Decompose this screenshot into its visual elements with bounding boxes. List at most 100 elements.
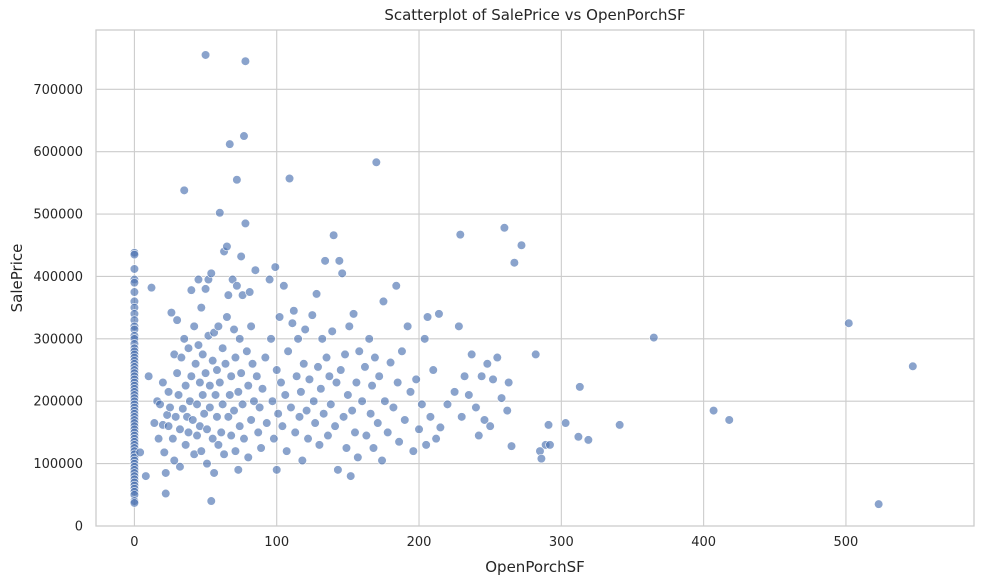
data-point-201: [279, 281, 289, 291]
data-point-122: [202, 424, 212, 434]
data-point-99: [183, 343, 194, 353]
data-point-229: [320, 256, 330, 266]
data-point-292: [454, 321, 464, 331]
data-point-184: [253, 427, 263, 438]
data-point-278: [408, 446, 418, 456]
data-point-176: [243, 452, 253, 462]
data-point-105: [189, 321, 199, 331]
data-point-81: [165, 402, 175, 413]
data-point-110: [193, 274, 204, 285]
data-point-199: [276, 377, 286, 388]
data-point-181: [249, 396, 259, 406]
data-point-109: [192, 430, 202, 441]
data-point-256: [361, 430, 371, 441]
data-point-85: [169, 455, 179, 466]
y-tick-label-6: 600000: [33, 145, 83, 160]
data-point-239: [334, 256, 344, 266]
data-point-133: [209, 468, 219, 478]
data-point-159: [230, 446, 241, 456]
data-point-268: [383, 427, 393, 438]
data-point-137: [213, 321, 223, 331]
data-point-72: [155, 399, 165, 409]
data-point-263: [373, 418, 383, 428]
data-point-301: [479, 415, 490, 425]
data-point-261: [370, 352, 380, 363]
data-point-206: [286, 402, 296, 413]
data-point-67: [144, 371, 154, 381]
data-point-272: [393, 377, 403, 388]
data-point-140: [215, 377, 225, 388]
data-point-264: [374, 371, 384, 381]
data-point-2: [129, 264, 140, 274]
data-point-253: [354, 346, 364, 356]
data-point-139: [215, 208, 225, 218]
x-tick-label-1: 100: [264, 535, 289, 550]
data-point-219: [304, 374, 315, 384]
data-point-274: [397, 346, 407, 356]
data-point-82: [166, 308, 177, 318]
data-point-126: [205, 381, 215, 391]
data-point-200: [277, 421, 288, 431]
data-point-318: [545, 440, 555, 450]
data-point-324: [649, 332, 659, 343]
x-tick-label-0: 0: [130, 535, 138, 550]
data-point-267: [380, 396, 390, 406]
data-point-152: [225, 390, 235, 400]
data-point-68: [146, 283, 157, 293]
data-point-132: [209, 327, 219, 338]
data-point-297: [467, 349, 477, 360]
data-point-281: [417, 399, 427, 409]
data-point-234: [327, 326, 337, 336]
data-point-303: [485, 421, 495, 431]
data-point-217: [302, 405, 312, 416]
data-point-121: [200, 368, 211, 378]
data-point-94: [179, 185, 189, 195]
data-point-238: [333, 465, 343, 475]
data-point-291: [450, 387, 460, 397]
data-point-190: [265, 274, 275, 285]
data-point-290: [442, 399, 453, 409]
data-point-222: [310, 418, 320, 428]
data-point-185: [255, 402, 265, 413]
data-point-246: [344, 321, 354, 331]
data-point-202: [280, 390, 290, 400]
data-point-327: [844, 318, 854, 328]
data-point-96: [181, 381, 191, 391]
y-tick-label-1: 100000: [33, 457, 83, 472]
data-point-80: [163, 387, 174, 397]
data-point-224: [313, 362, 323, 372]
data-point-273: [394, 437, 404, 447]
data-point-294: [457, 412, 467, 422]
data-point-218: [303, 434, 313, 444]
data-point-220: [307, 310, 317, 320]
data-point-298: [471, 402, 481, 413]
data-point-198: [274, 312, 285, 322]
data-point-104: [188, 415, 198, 425]
data-point-210: [292, 371, 302, 381]
data-point-255: [360, 362, 370, 372]
data-point-288: [434, 309, 444, 319]
data-point-146: [220, 359, 231, 369]
data-point-117: [198, 349, 208, 360]
data-point-225: [314, 440, 325, 450]
data-point-150: [223, 290, 233, 300]
data-point-180: [247, 359, 258, 369]
data-point-241: [337, 268, 347, 278]
data-point-111: [193, 340, 204, 350]
data-point-257: [364, 334, 374, 344]
data-point-305: [492, 352, 502, 363]
data-point-77: [161, 488, 171, 499]
y-tick-labels: 0 100000 200000 300000 400000 500000 600000 700…: [33, 83, 83, 535]
data-point-310: [506, 441, 517, 451]
data-point-223: [311, 289, 322, 299]
data-point-304: [488, 374, 498, 384]
data-point-283: [421, 440, 431, 450]
data-point-114: [196, 303, 206, 313]
data-point-86: [171, 412, 181, 422]
data-point-196: [272, 465, 282, 475]
data-point-79: [163, 421, 174, 431]
data-point-128: [206, 268, 216, 278]
data-point-164: [235, 334, 245, 344]
data-point-242: [339, 412, 349, 422]
